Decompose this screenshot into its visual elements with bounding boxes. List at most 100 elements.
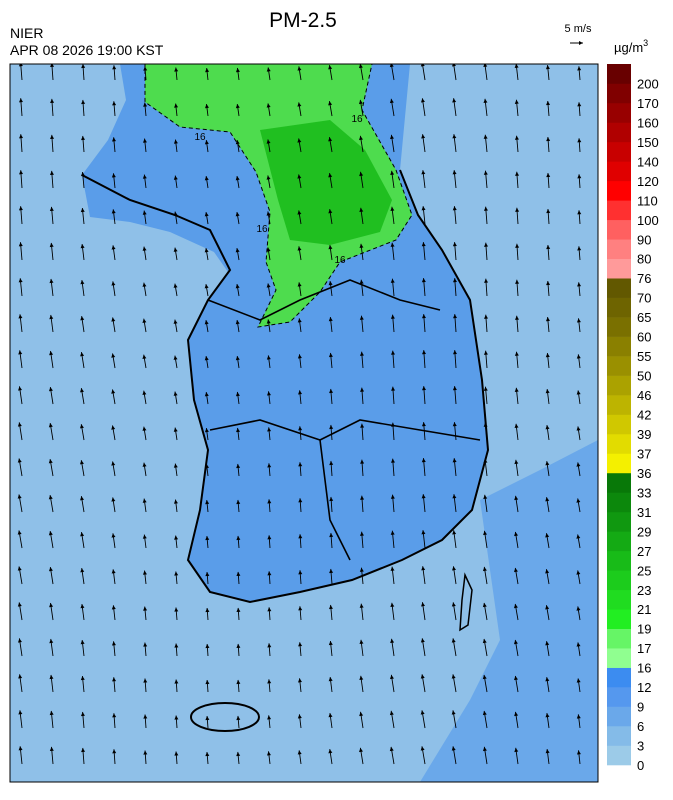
wind-arrow-head [452,98,457,103]
colorbar-label: 100 [637,213,659,228]
wind-arrow-head [328,101,333,106]
wind-arrow-head [546,281,551,286]
wind-arrow-head [545,533,550,538]
colorbar-label: 150 [637,135,659,150]
colorbar-segment [607,726,631,746]
wind-arrow-head [390,242,395,247]
colorbar-segment [607,628,631,649]
wind-arrow-head [112,65,117,70]
wind-arrow-head [546,101,551,106]
colorbar-label: 29 [637,524,651,539]
wind-arrow-head [576,642,581,647]
wind-arrow-head [577,246,582,251]
wind-arrow-head [266,103,271,108]
wind-arrow-head [236,535,241,541]
wind-arrow-head [513,567,518,573]
wind-arrow-head [483,530,488,536]
colorbar-label: 16 [637,661,651,676]
wind-arrow-head [80,532,85,537]
colorbar-segment [607,433,631,454]
wind-arrow-head [298,426,303,431]
colorbar-label: 17 [637,641,651,656]
wind-arrow-head [514,711,519,717]
wind-arrow-head [18,746,23,751]
wind-arrow-head [204,176,209,181]
wind-arrow-head [546,245,551,250]
wind-arrow-head [576,678,581,683]
wind-arrow-head [17,638,22,643]
wind-arrow-head [484,278,489,283]
wind-arrow-head [545,317,550,322]
wind-arrow-head [205,571,210,577]
wind-arrow-head [111,425,116,430]
wind-arrow-head [359,603,364,608]
wind-arrow-head [545,389,550,394]
map-area: 16 16 16 16 [10,64,598,782]
wind-arrow-head [483,98,488,103]
colorbar: 0369121617192123252729313336373942465055… [607,64,659,773]
wind-arrow-head [204,428,209,433]
wind-arrow-head [514,747,519,753]
wind-arrow-head [358,99,363,105]
wind-arrow-head [267,499,272,504]
wind-arrow-head [174,607,179,612]
colorbar-label: 70 [637,291,651,306]
wind-arrow-head [576,570,581,575]
wind-arrow-head [297,354,302,359]
wind-arrow-head [81,99,86,105]
contour-line [144,64,413,328]
wind-scale-label: 5 m/s [565,23,592,35]
wind-arrow-head [360,495,365,500]
wind-arrow-head [267,715,272,720]
colorbar-segment [607,570,631,591]
wind-arrow-head [236,643,241,649]
wind-arrow-head [142,570,147,575]
wind-arrow-head [483,458,488,463]
wind-arrow-head [514,423,519,429]
wind-arrow-head [451,64,456,67]
wind-arrow-head [451,746,456,751]
wind-arrow-head [204,140,209,145]
wind-arrow-head [297,246,302,251]
wind-arrow-head [111,569,116,574]
wind-arrow-head [360,387,365,392]
wind-arrow-head [421,422,426,427]
colorbar-label: 9 [637,700,644,715]
agency: NIER [10,25,43,41]
wind-arrow-head [359,243,364,248]
wind-arrow-head [174,103,179,108]
wind-arrow-head [17,458,22,463]
colorbar-segment [607,395,631,415]
wind-arrow-head [545,677,550,682]
wind-arrow-head [266,283,271,288]
contour-label: 16 [256,224,268,235]
colorbar-label: 60 [637,330,651,345]
colorbar-segment [607,687,631,707]
wind-arrow-head [297,750,302,755]
wind-arrow-head [49,638,54,644]
wind-arrow-head [420,746,425,751]
wind-arrow-head [390,278,395,283]
wind-arrow-head [451,710,456,715]
wind-arrow-head [49,242,54,248]
wind-arrow-head [173,175,178,180]
wind-arrow-head [390,170,395,176]
title: PM-2.5 [269,9,337,32]
wind-arrow-head [204,320,209,325]
wind-arrow-head [482,674,487,680]
wind-arrow-head [328,209,333,214]
wind-arrow-head [483,494,488,500]
wind-arrow-head [545,65,550,70]
unit-sup: 3 [643,38,648,48]
wind-arrow-head [390,566,395,571]
wind-arrow-head [18,350,23,355]
wind-arrow-head [174,535,179,540]
wind-arrow-head [298,498,303,503]
wind-arrow-head [545,605,550,610]
wind-arrow-head [236,571,241,577]
wind-arrow-head [514,459,519,465]
colorbar-label: 50 [637,369,651,384]
wind-arrow-head [484,242,489,247]
wind-arrow-head [80,604,85,609]
